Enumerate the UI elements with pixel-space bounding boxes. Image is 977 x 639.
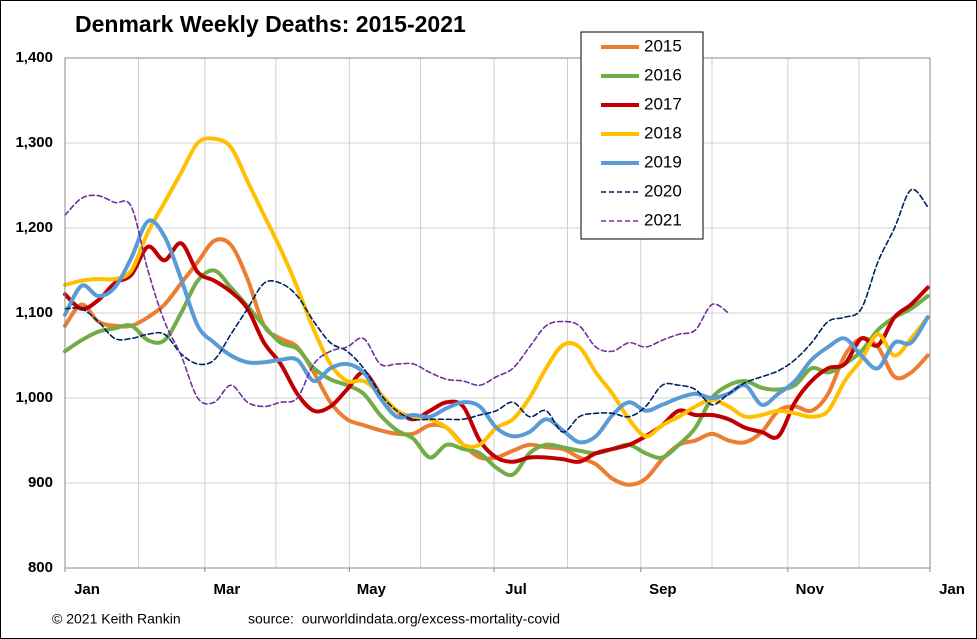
legend-label: 2016 bbox=[644, 65, 682, 84]
legend-label: 2015 bbox=[644, 36, 682, 55]
x-tick-label: May bbox=[357, 581, 387, 598]
x-tick-label: Sep bbox=[649, 581, 677, 598]
x-tick-label: Jul bbox=[505, 581, 527, 598]
x-tick-label: Mar bbox=[214, 581, 241, 598]
y-tick-label: 1,000 bbox=[15, 389, 53, 406]
axes: 800 900 1,000 1,100 1,200 1,300 1,400 Jan Mar May… bbox=[15, 49, 964, 598]
source: source: ourworldindata.org/excess-mortal… bbox=[248, 611, 560, 627]
y-tick-label: 1,300 bbox=[15, 134, 53, 151]
legend-label: 2017 bbox=[644, 94, 682, 113]
legend-label: 2021 bbox=[644, 210, 682, 229]
legend-label: 2020 bbox=[644, 181, 682, 200]
lines bbox=[63, 136, 930, 487]
y-tick-label: 800 bbox=[28, 559, 53, 576]
x-tick-label: Jan bbox=[939, 581, 965, 598]
x-tick-label: Jan bbox=[74, 581, 100, 598]
series-line bbox=[64, 188, 929, 433]
y-tick-label: 1,400 bbox=[15, 49, 53, 66]
legend: 2015 2016 2017 2018 2019 2020 2021 bbox=[580, 31, 704, 240]
chart-title: Denmark Weekly Deaths: 2015-2021 bbox=[75, 11, 466, 37]
series-line bbox=[63, 241, 930, 464]
legend-box bbox=[580, 31, 704, 240]
series-line bbox=[64, 194, 730, 408]
x-tick-label: Nov bbox=[796, 581, 825, 598]
plot-border bbox=[64, 57, 931, 569]
y-tick-label: 1,100 bbox=[15, 304, 53, 321]
legend-label: 2019 bbox=[644, 152, 682, 171]
y-tick-label: 1,200 bbox=[15, 219, 53, 236]
series-line bbox=[63, 218, 930, 445]
y-tick-label: 900 bbox=[28, 474, 53, 491]
legend-label: 2018 bbox=[644, 123, 682, 142]
credit: © 2021 Keith Rankin bbox=[52, 611, 181, 627]
